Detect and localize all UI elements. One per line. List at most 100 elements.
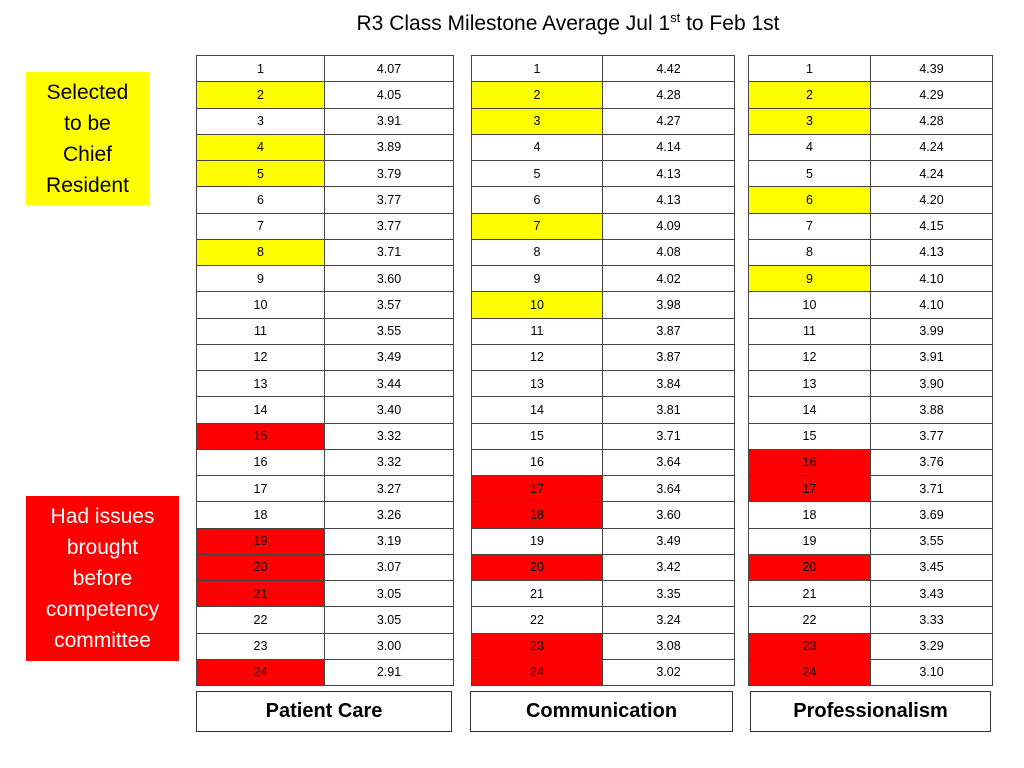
table-row: 6 4.13 (471, 186, 735, 214)
average-cell: 3.43 (870, 579, 993, 608)
average-cell: 4.39 (870, 54, 993, 83)
rank-cell: 1 (196, 54, 325, 83)
rank-cell: 8 (196, 238, 325, 267)
table-row: 1 4.07 (196, 54, 454, 83)
rank-cell: 23 (196, 632, 325, 660)
rank-cell: 14 (196, 396, 325, 424)
legend-line: Resident (46, 173, 129, 197)
table-row: 23 3.29 (748, 632, 993, 660)
rank-cell: 3 (748, 107, 871, 135)
rank-cell: 11 (471, 317, 603, 345)
average-cell: 4.13 (870, 238, 993, 267)
table-row: 12 3.87 (471, 343, 735, 372)
average-cell: 3.57 (324, 291, 454, 319)
rank-cell: 20 (196, 553, 325, 582)
table-row: 3 3.91 (196, 107, 454, 135)
average-cell: 3.32 (324, 448, 454, 477)
professionalism-table: 1 4.39 2 4.29 3 4.28 4 4.24 5 4.24 6 4.20 7 4.15 8 4.13… (748, 54, 993, 687)
rank-cell: 15 (196, 422, 325, 450)
page-title: R3 Class Milestone Average Jul 1st to Fe… (356, 10, 780, 35)
rank-cell: 21 (196, 579, 325, 608)
rank-cell: 17 (196, 474, 325, 503)
average-cell: 3.44 (324, 369, 454, 398)
average-cell: 4.02 (602, 264, 735, 293)
average-cell: 3.98 (602, 291, 735, 319)
average-cell: 4.13 (602, 186, 735, 214)
average-cell: 3.05 (324, 606, 454, 634)
average-cell: 3.88 (870, 396, 993, 424)
rank-cell: 6 (748, 186, 871, 214)
average-cell: 3.90 (870, 369, 993, 398)
rank-cell: 16 (196, 448, 325, 477)
table-row: 22 3.05 (196, 606, 454, 634)
table-row: 22 3.24 (471, 606, 735, 634)
table-row: 15 3.77 (748, 422, 993, 450)
rank-cell: 10 (471, 291, 603, 319)
table-row: 17 3.71 (748, 474, 993, 503)
rank-cell: 24 (196, 658, 325, 687)
average-cell: 3.77 (324, 186, 454, 214)
rank-cell: 17 (748, 474, 871, 503)
table-row: 16 3.76 (748, 448, 993, 477)
rank-cell: 24 (748, 658, 871, 687)
table-row: 3 4.28 (748, 107, 993, 135)
average-cell: 3.79 (324, 159, 454, 188)
legend-line: to be (64, 111, 111, 135)
rank-cell: 24 (471, 658, 603, 687)
rank-cell: 8 (748, 238, 871, 267)
average-cell: 3.60 (324, 264, 454, 293)
average-cell: 4.42 (602, 54, 735, 83)
average-cell: 3.10 (870, 658, 993, 687)
rank-cell: 21 (471, 579, 603, 608)
table-row: 24 3.02 (471, 658, 735, 687)
table-row: 9 4.02 (471, 264, 735, 293)
average-cell: 4.05 (324, 81, 454, 109)
communication-label: Communication (470, 691, 733, 732)
legend-competency-issues: Had issues brought before competency com… (26, 496, 179, 661)
rank-cell: 22 (748, 606, 871, 634)
table-row: 19 3.19 (196, 527, 454, 555)
table-row: 3 4.27 (471, 107, 735, 135)
average-cell: 3.89 (324, 133, 454, 162)
average-cell: 4.07 (324, 54, 454, 83)
rank-cell: 19 (748, 527, 871, 555)
table-row: 20 3.42 (471, 553, 735, 582)
rank-cell: 18 (196, 501, 325, 529)
rank-cell: 6 (471, 186, 603, 214)
legend-line: brought (66, 536, 139, 559)
rank-cell: 2 (196, 81, 325, 109)
legend-line: competency (45, 598, 160, 621)
table-row: 19 3.49 (471, 527, 735, 555)
table-row: 13 3.90 (748, 369, 993, 398)
rank-cell: 13 (196, 369, 325, 398)
average-cell: 3.55 (870, 527, 993, 555)
table-row: 20 3.45 (748, 553, 993, 582)
rank-cell: 1 (748, 54, 871, 83)
average-cell: 3.71 (602, 422, 735, 450)
average-cell: 3.19 (324, 527, 454, 555)
average-cell: 3.27 (324, 474, 454, 503)
average-cell: 4.28 (870, 107, 993, 135)
average-cell: 3.35 (602, 579, 735, 608)
legend-line: Chief (62, 142, 113, 166)
table-row: 6 4.20 (748, 186, 993, 214)
average-cell: 3.24 (602, 606, 735, 634)
table-row: 10 4.10 (748, 291, 993, 319)
average-cell: 3.99 (870, 317, 993, 345)
rank-cell: 10 (748, 291, 871, 319)
average-cell: 3.08 (602, 632, 735, 660)
table-row: 11 3.55 (196, 317, 454, 345)
table-row: 1 4.42 (471, 54, 735, 83)
rank-cell: 4 (471, 133, 603, 162)
average-cell: 3.64 (602, 474, 735, 503)
rank-cell: 21 (748, 579, 871, 608)
average-cell: 3.77 (324, 212, 454, 240)
rank-cell: 22 (471, 606, 603, 634)
table-row: 8 4.13 (748, 238, 993, 267)
legend-line: committee (54, 629, 151, 652)
communication-table: 1 4.42 2 4.28 3 4.27 4 4.14 5 4.13 6 4.13 7 4.09 8 4.08… (471, 54, 735, 687)
table-row: 18 3.69 (748, 501, 993, 529)
average-cell: 4.13 (602, 159, 735, 188)
average-cell: 3.71 (324, 238, 454, 267)
average-cell: 3.33 (870, 606, 993, 634)
